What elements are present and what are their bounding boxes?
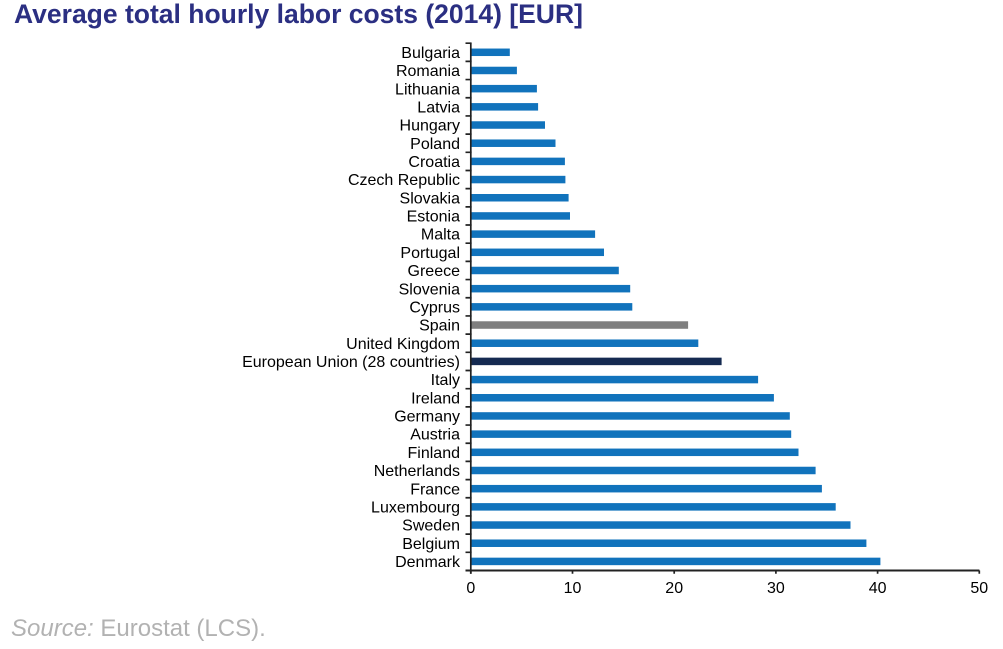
svg-text:0: 0 [466, 580, 475, 597]
svg-text:Average total hourly labor cos: Average total hourly labor costs (2014) … [14, 0, 583, 29]
svg-text:Bulgaria: Bulgaria [401, 45, 460, 62]
svg-text:Italy: Italy [431, 372, 460, 389]
svg-text:Slovakia: Slovakia [400, 190, 461, 207]
svg-text:Netherlands: Netherlands [374, 463, 460, 480]
svg-text:Slovenia: Slovenia [399, 281, 460, 298]
svg-text:Latvia: Latvia [417, 99, 460, 116]
svg-text:Portugal: Portugal [400, 245, 460, 262]
svg-text:Ireland: Ireland [411, 390, 460, 407]
svg-text:Germany: Germany [394, 409, 460, 426]
svg-text:Czech Republic: Czech Republic [348, 172, 460, 189]
svg-text:Finland: Finland [408, 445, 460, 462]
svg-text:France: France [410, 481, 460, 498]
svg-text:Malta: Malta [421, 227, 460, 244]
svg-text:50: 50 [970, 580, 988, 597]
svg-text:30: 30 [767, 580, 785, 597]
svg-text:Lithuania: Lithuania [395, 81, 460, 98]
svg-text:Spain: Spain [419, 318, 460, 335]
svg-text:Greece: Greece [408, 263, 461, 280]
svg-text:Denmark: Denmark [395, 554, 461, 571]
svg-text:Poland: Poland [410, 136, 460, 153]
svg-text:20: 20 [665, 580, 683, 597]
svg-text:Croatia: Croatia [408, 154, 460, 171]
svg-text:Cyprus: Cyprus [409, 299, 460, 316]
svg-text:Hungary: Hungary [400, 118, 460, 135]
svg-text:European Union (28 countries): European Union (28 countries) [242, 354, 460, 371]
svg-text:Belgium: Belgium [402, 536, 460, 553]
svg-text:40: 40 [869, 580, 887, 597]
svg-text:Estonia: Estonia [407, 209, 460, 226]
svg-text:Sweden: Sweden [402, 518, 460, 535]
svg-text:Luxembourg: Luxembourg [371, 499, 460, 516]
svg-text:Romania: Romania [396, 63, 460, 80]
svg-text:Austria: Austria [410, 427, 460, 444]
svg-text:10: 10 [564, 580, 582, 597]
svg-text:United Kingdom: United Kingdom [346, 336, 460, 353]
svg-text:Source: Eurostat (LCS).: Source: Eurostat (LCS). [11, 615, 266, 642]
